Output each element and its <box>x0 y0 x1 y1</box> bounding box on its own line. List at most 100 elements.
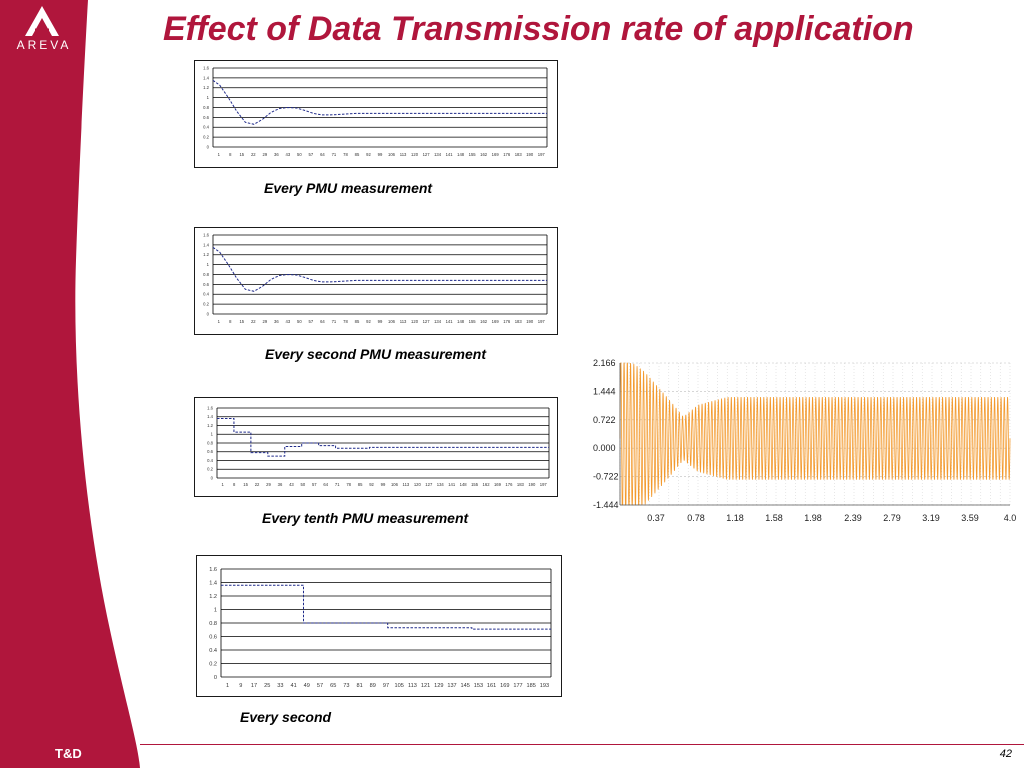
x-tick-label: 89 <box>370 683 376 689</box>
x-tick-label: 137 <box>447 683 456 689</box>
x-tick-label: 162 <box>480 319 488 324</box>
chart-every-pmu: 0 0.2 0.4 0.6 0.8 1 1.2 1.4 1.6 1 8 15 22 29 36 43 50 57 6… <box>194 60 558 168</box>
x-tick-label: 197 <box>540 482 548 487</box>
x-tick-label: 78 <box>346 482 351 487</box>
x-tick-label: 9 <box>239 683 242 689</box>
x-tick-label: 81 <box>356 683 362 689</box>
series-line <box>212 246 547 292</box>
x-tick-label: 127 <box>425 482 433 487</box>
x-tick-label: 85 <box>358 482 363 487</box>
x-tick-label: 85 <box>355 152 360 157</box>
x-tick-label: 169 <box>494 482 502 487</box>
x-tick-label: 169 <box>500 683 509 689</box>
y-tick-label: 1 <box>211 432 214 437</box>
y-tick-label: 0.2 <box>209 661 217 667</box>
y-tick-label: -0.722 <box>593 472 619 482</box>
x-tick-label: 29 <box>266 482 271 487</box>
x-tick-label: 36 <box>274 152 279 157</box>
x-tick-label: 176 <box>505 482 513 487</box>
x-tick-label: 8 <box>233 482 236 487</box>
x-tick-label: 113 <box>400 319 407 324</box>
slide-title: Effect of Data Transmission rate of appl… <box>163 10 914 48</box>
x-tick-label: 15 <box>239 152 244 157</box>
x-tick-label: 193 <box>540 683 549 689</box>
x-tick-label: 185 <box>527 683 536 689</box>
y-tick-label: 0.4 <box>207 458 213 463</box>
x-tick-label: 134 <box>437 482 445 487</box>
x-tick-label: 0.37 <box>647 513 665 523</box>
x-tick-label: 176 <box>503 319 511 324</box>
x-tick-label: 22 <box>255 482 260 487</box>
y-tick-label: 1 <box>207 262 210 267</box>
x-tick-label: 106 <box>388 319 396 324</box>
x-tick-label: 78 <box>343 152 348 157</box>
x-tick-label: 113 <box>403 482 410 487</box>
series-line <box>212 79 547 125</box>
page-number: 42 <box>999 748 1012 760</box>
y-tick-label: 2.166 <box>593 358 616 368</box>
x-tick-label: 49 <box>304 683 310 689</box>
x-tick-label: 57 <box>312 482 317 487</box>
footer-label: T&D <box>55 746 82 761</box>
y-tick-label: 1.2 <box>207 423 213 428</box>
y-tick-label: 0 <box>207 144 210 149</box>
y-tick-label: 0.6 <box>207 449 213 454</box>
x-tick-label: 129 <box>434 683 443 689</box>
x-tick-label: 8 <box>229 319 232 324</box>
x-tick-label: 99 <box>381 482 386 487</box>
x-tick-label: 120 <box>411 152 419 157</box>
x-tick-label: 57 <box>317 683 323 689</box>
x-tick-label: 105 <box>395 683 404 689</box>
y-tick-label: 1.6 <box>207 405 213 410</box>
x-tick-label: 134 <box>434 319 442 324</box>
x-tick-label: 0.78 <box>687 513 705 523</box>
x-tick-label: 92 <box>366 152 371 157</box>
x-tick-label: 145 <box>461 683 470 689</box>
x-tick-label: 3.59 <box>961 513 979 523</box>
x-tick-label: 183 <box>517 482 525 487</box>
x-tick-label: 36 <box>274 319 279 324</box>
y-tick-label: 0 <box>214 675 217 681</box>
x-tick-label: 1.58 <box>765 513 783 523</box>
y-tick-label: -1.444 <box>593 500 619 510</box>
x-tick-label: 183 <box>515 319 523 324</box>
y-tick-label: 0.8 <box>203 272 209 277</box>
y-tick-label: 1.2 <box>209 594 217 600</box>
x-tick-label: 3.19 <box>922 513 940 523</box>
caption-every-second: Every second <box>240 709 332 725</box>
y-tick-label: 0.8 <box>209 621 217 627</box>
y-tick-label: 0.6 <box>209 634 217 640</box>
x-tick-label: 1 <box>222 482 225 487</box>
caption-every-second-pmu: Every second PMU measurement <box>265 346 486 362</box>
chart-every-tenth-pmu: 0 0.2 0.4 0.6 0.8 1 1.2 1.4 1.6 1 8 15 22 29 36 43 50 57 6… <box>194 397 558 497</box>
x-tick-label: 141 <box>446 319 454 324</box>
x-tick-label: 153 <box>474 683 483 689</box>
y-tick-label: 1 <box>214 607 217 613</box>
x-tick-label: 71 <box>332 319 337 324</box>
y-tick-label: 0.722 <box>593 415 616 425</box>
x-tick-label: 22 <box>251 152 256 157</box>
brand-sidebar <box>0 0 140 768</box>
y-tick-label: 0 <box>211 475 214 480</box>
x-tick-label: 1.98 <box>804 513 822 523</box>
x-tick-label: 190 <box>528 482 536 487</box>
x-tick-label: 36 <box>278 482 283 487</box>
x-tick-label: 97 <box>383 683 389 689</box>
y-tick-label: 1 <box>207 95 210 100</box>
x-tick-label: 176 <box>503 152 511 157</box>
y-tick-label: 0.4 <box>203 292 209 297</box>
x-tick-label: 162 <box>483 482 491 487</box>
x-tick-label: 65 <box>330 683 336 689</box>
x-tick-label: 190 <box>526 152 534 157</box>
y-tick-label: 1.6 <box>203 232 209 237</box>
y-tick-label: 0.4 <box>203 125 209 130</box>
x-tick-label: 43 <box>289 482 294 487</box>
x-tick-label: 64 <box>320 319 325 324</box>
x-tick-label: 127 <box>423 319 431 324</box>
x-tick-label: 162 <box>480 152 488 157</box>
series-line <box>221 584 551 630</box>
x-tick-label: 85 <box>355 319 360 324</box>
x-tick-label: 161 <box>487 683 496 689</box>
x-tick-label: 50 <box>297 319 302 324</box>
x-tick-label: 43 <box>286 319 291 324</box>
